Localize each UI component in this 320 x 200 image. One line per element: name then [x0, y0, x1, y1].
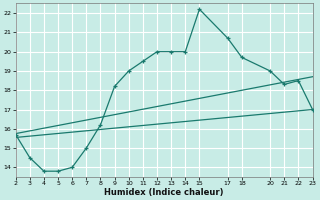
X-axis label: Humidex (Indice chaleur): Humidex (Indice chaleur): [104, 188, 224, 197]
